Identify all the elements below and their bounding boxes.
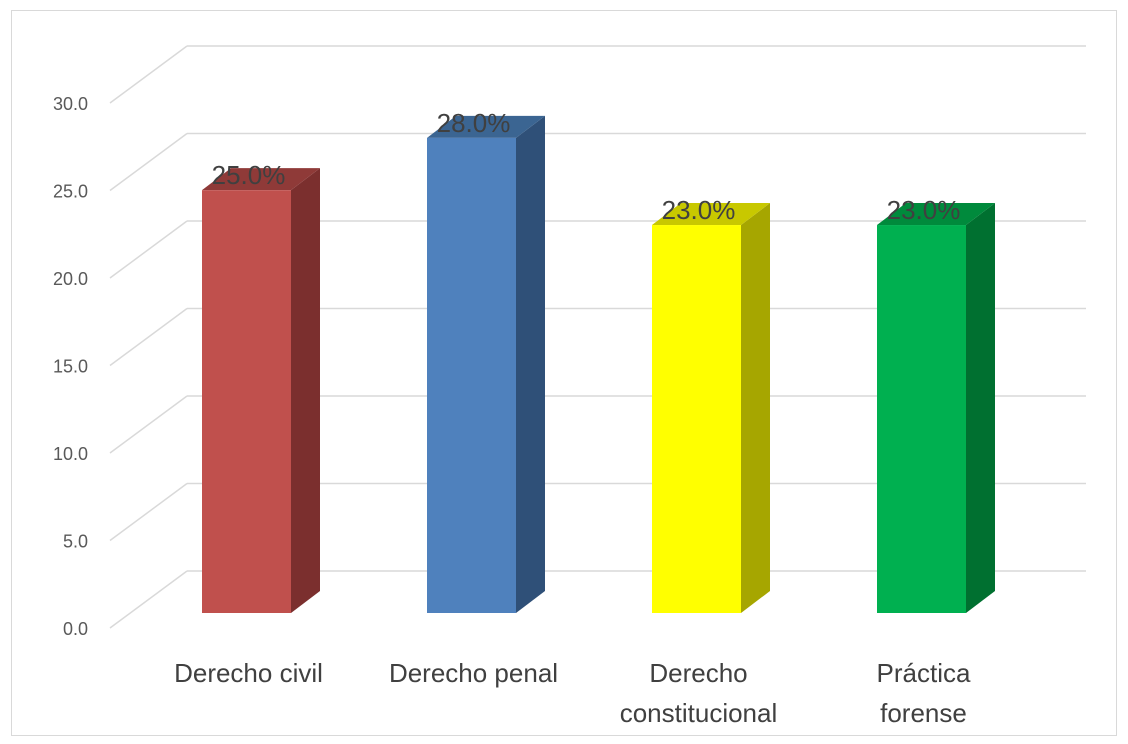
bar-top: [652, 203, 770, 226]
y-tick-label: 25.0: [53, 182, 88, 202]
bar-side: [291, 168, 320, 613]
data-label: 23.0%: [662, 195, 736, 225]
gridline-depth: [109, 307, 188, 367]
category-label: Derecho civil: [174, 658, 323, 688]
gridline-depth: [109, 570, 188, 629]
data-label: 23.0%: [887, 195, 961, 225]
gridline-depth: [109, 132, 188, 192]
y-tick-label: 10.0: [53, 444, 88, 464]
category-label: forense: [880, 698, 967, 728]
y-tick-label: 20.0: [53, 269, 88, 289]
gridline-depth: [109, 45, 188, 104]
data-label: 28.0%: [437, 108, 511, 138]
data-label: 25.0%: [212, 160, 286, 190]
bar-top: [427, 115, 545, 138]
bar-side: [516, 115, 545, 613]
y-tick-label: 0.0: [63, 619, 88, 639]
category-label: constitucional: [620, 698, 778, 728]
y-tick-label: 15.0: [53, 357, 88, 377]
bar-top: [202, 168, 320, 191]
gridline-depth: [109, 395, 188, 454]
gridline-depth: [109, 220, 188, 279]
category-label: Derecho: [649, 658, 747, 688]
category-label: Derecho penal: [389, 658, 558, 688]
bar: [427, 137, 516, 613]
bar-side: [741, 203, 770, 614]
data-labels: 25.0% 28.0% 23.0% 23.0%: [212, 108, 961, 225]
bar: [652, 225, 741, 614]
category-labels: Derecho civil Derecho penal Derecho constit…: [174, 658, 971, 728]
bar-top: [877, 203, 995, 226]
y-axis-ticks: 0.0 5.0 10.0 15.0 20.0 25.0 30.0: [53, 94, 88, 639]
bar-side: [966, 203, 995, 614]
bar: [202, 190, 291, 613]
y-tick-label: 5.0: [63, 532, 88, 552]
gridline-depth: [109, 482, 188, 542]
bar: [877, 225, 966, 614]
y-tick-label: 30.0: [53, 94, 88, 114]
bars: [202, 115, 995, 614]
category-label: Práctica: [877, 658, 971, 688]
